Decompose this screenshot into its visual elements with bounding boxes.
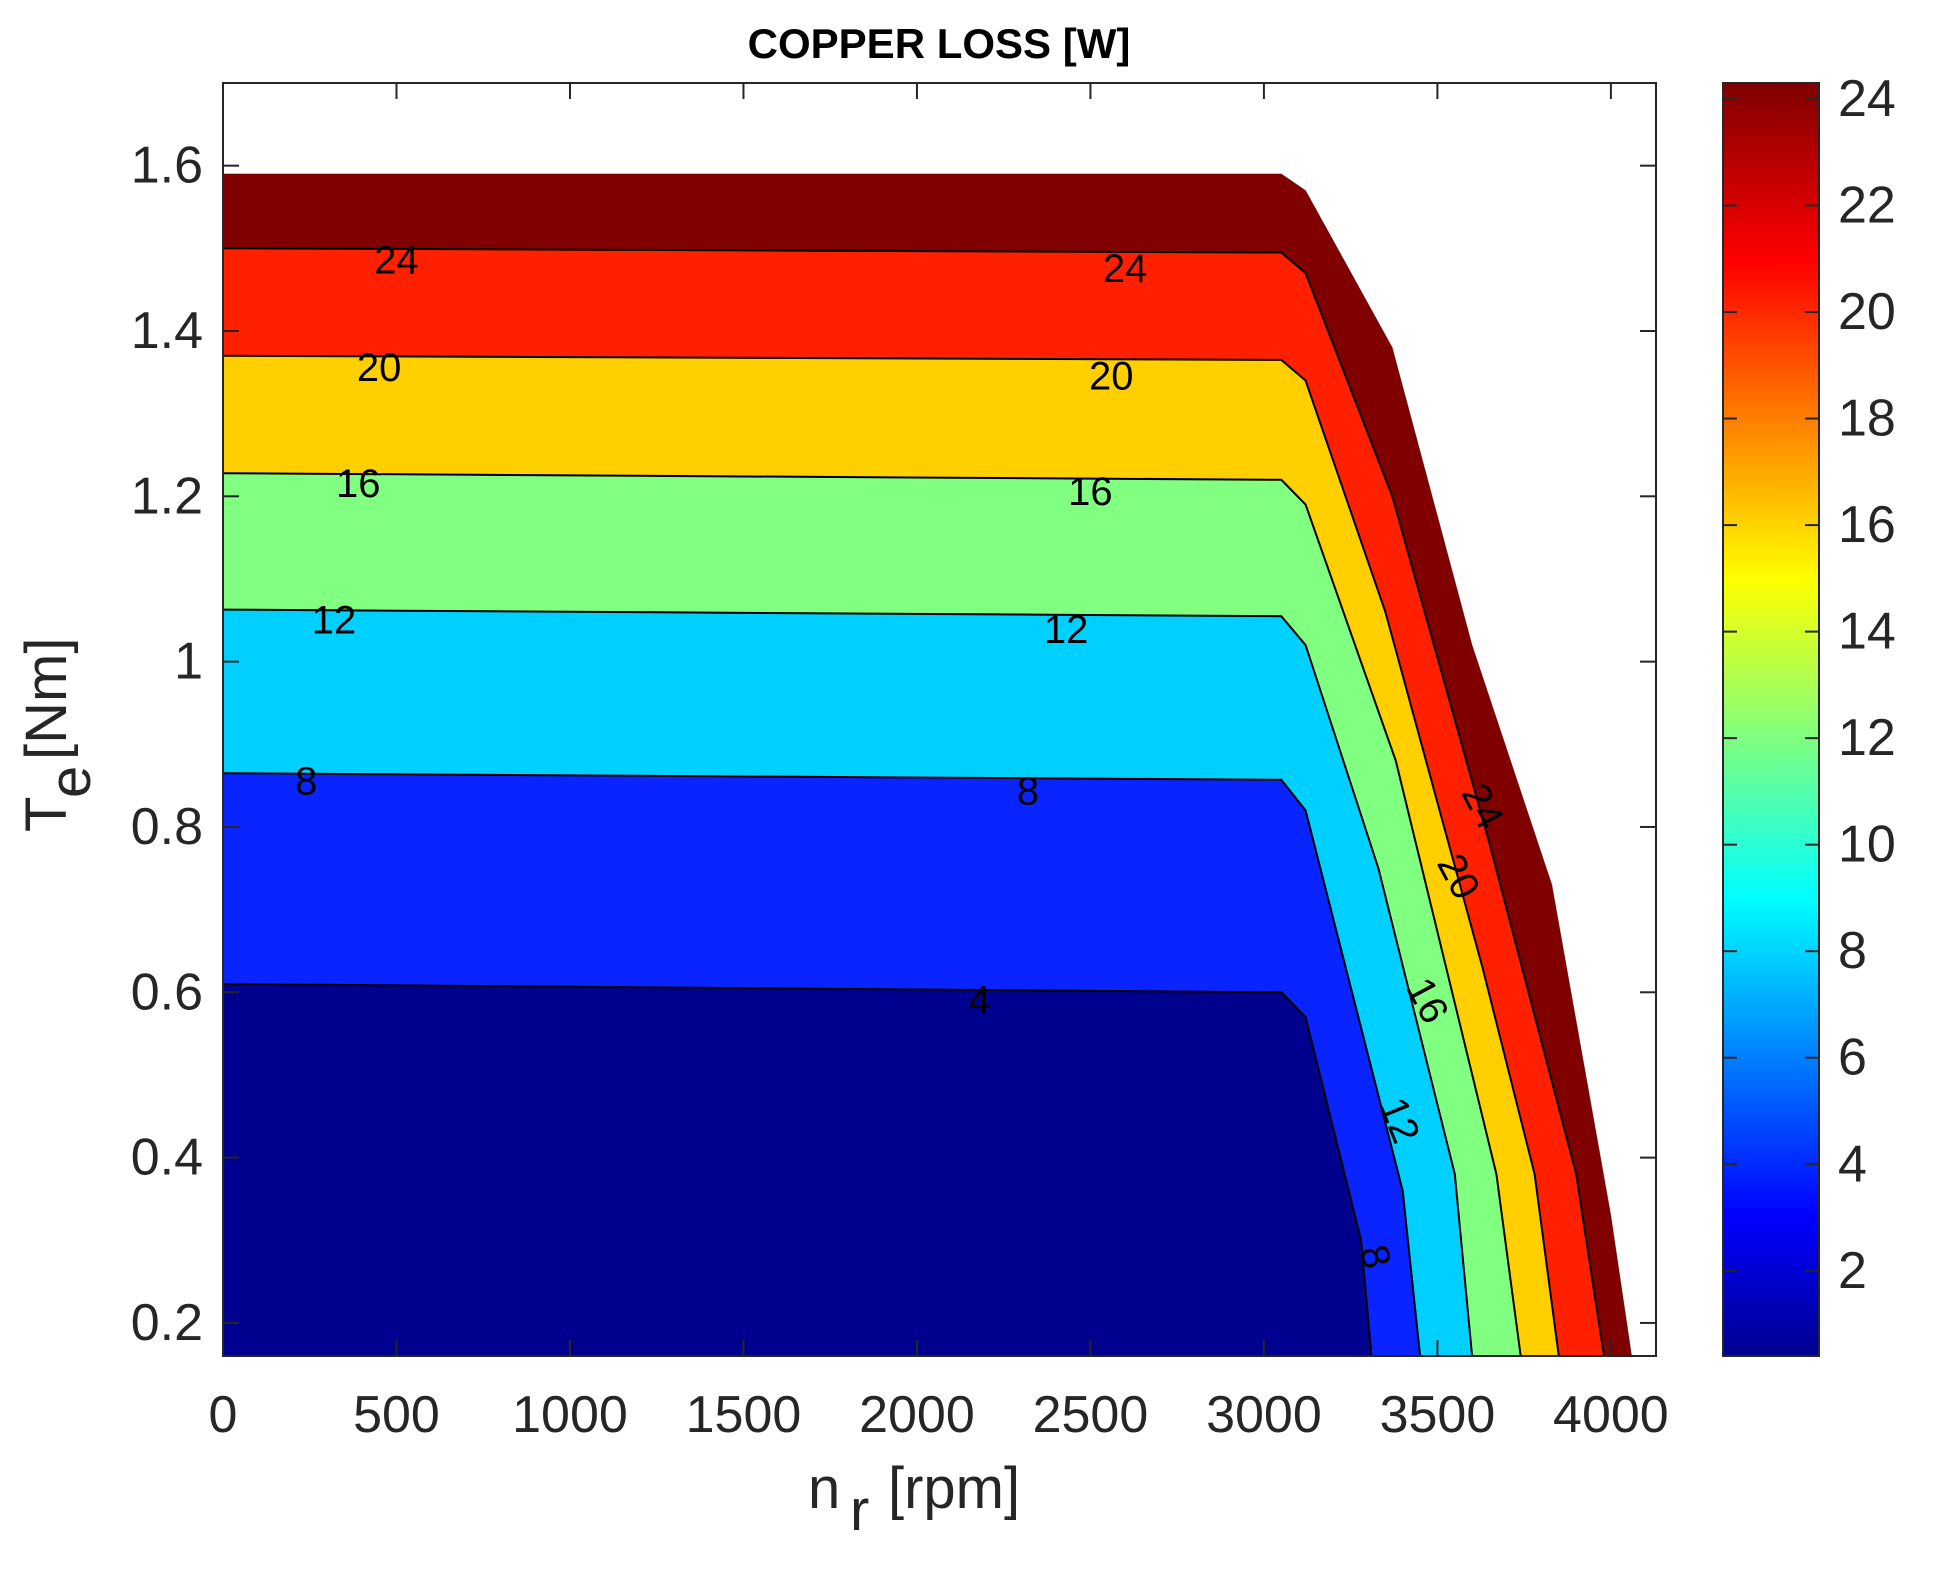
colorbar-tick-label: 8 (1838, 922, 1867, 980)
contour-label-8: 8 (1017, 769, 1039, 813)
x-tick-label: 500 (353, 1386, 440, 1444)
x-tick-label: 1000 (512, 1386, 628, 1444)
contour-label-16: 16 (1068, 470, 1113, 514)
x-tick-label: 0 (209, 1386, 238, 1444)
contour-lines (223, 173, 1633, 1356)
region-below-4 (223, 984, 1372, 1356)
x-tick-label: 2000 (859, 1386, 975, 1444)
y-axis-ticks: 0.2 0.4 0.6 0.8 1 1.2 1.4 1.6 (131, 137, 1656, 1352)
contour-line-16 (223, 472, 1522, 1356)
contour-label-12: 12 (312, 598, 357, 642)
envelope-line (223, 173, 1633, 1356)
contour-label-8: 8 (295, 760, 317, 804)
contour-label-4: 4 (968, 979, 990, 1023)
x-tick-label: 1500 (686, 1386, 802, 1444)
colorbar-frame (1722, 82, 1820, 1357)
x-axis-label: n r [rpm] (808, 1456, 1020, 1543)
colorbar-tick-label: 14 (1838, 603, 1896, 661)
contour-line-8 (223, 772, 1422, 1356)
y-axis-label-main: T (14, 797, 79, 832)
x-axis-label-main: n (808, 1456, 840, 1521)
y-axis-label-sub: e (38, 766, 103, 798)
contour-label-16: 16 (336, 462, 381, 506)
y-tick-label: 0.6 (131, 963, 203, 1021)
contour-label-20: 20 (357, 346, 402, 390)
contour-line-24 (223, 247, 1605, 1356)
x-axis-ticks: 0 500 1000 1500 2000 2500 3000 3500 4000 (209, 83, 1669, 1444)
y-tick-label: 1 (174, 633, 203, 691)
colorbar-tick-label: 24 (1838, 70, 1896, 128)
contour-label-24: 24 (374, 239, 419, 283)
y-tick-label: 1.6 (131, 137, 203, 195)
y-axis-label-unit: [Nm] (14, 638, 79, 760)
contour-label-24: 24 (1103, 247, 1148, 291)
y-tick-label: 0.8 (131, 798, 203, 856)
colorbar-tick-label: 20 (1838, 283, 1896, 341)
x-axis-label-sub: r (850, 1478, 869, 1543)
colorbar-tick-label: 12 (1838, 709, 1896, 767)
y-tick-label: 1.2 (131, 467, 203, 525)
x-tick-label: 3500 (1380, 1386, 1496, 1444)
y-tick-label: 0.2 (131, 1294, 203, 1352)
x-tick-label: 2500 (1033, 1386, 1149, 1444)
contour-line-4 (223, 983, 1373, 1356)
colorbar-tick-label: 16 (1838, 496, 1896, 554)
colorbar-tick-label: 4 (1838, 1135, 1867, 1193)
y-tick-label: 1.4 (131, 302, 203, 360)
colorbar-gradient (1723, 83, 1819, 1356)
y-axis-label: T e [Nm] (14, 638, 103, 832)
chart-title: COPPER LOSS [W] (748, 20, 1131, 67)
colorbar-tick-label: 18 (1838, 390, 1896, 448)
colorbar-tick-label: 22 (1838, 177, 1896, 235)
colorbar-tick-label: 6 (1838, 1029, 1867, 1087)
x-tick-label: 3000 (1206, 1386, 1322, 1444)
contour-regions (223, 173, 1632, 1356)
colorbar-tick-label: 2 (1838, 1242, 1867, 1300)
x-tick-label: 4000 (1553, 1386, 1669, 1444)
contour-line-12 (223, 608, 1474, 1356)
contour-label-12: 12 (1044, 608, 1089, 652)
y-tick-label: 0.4 (131, 1129, 203, 1187)
plot-frame (222, 82, 1657, 1357)
contour-label-20: 20 (1089, 355, 1134, 399)
contour-line-20 (223, 354, 1560, 1356)
x-axis-label-unit: [rpm] (888, 1456, 1020, 1521)
colorbar-tick-label: 10 (1838, 816, 1896, 874)
